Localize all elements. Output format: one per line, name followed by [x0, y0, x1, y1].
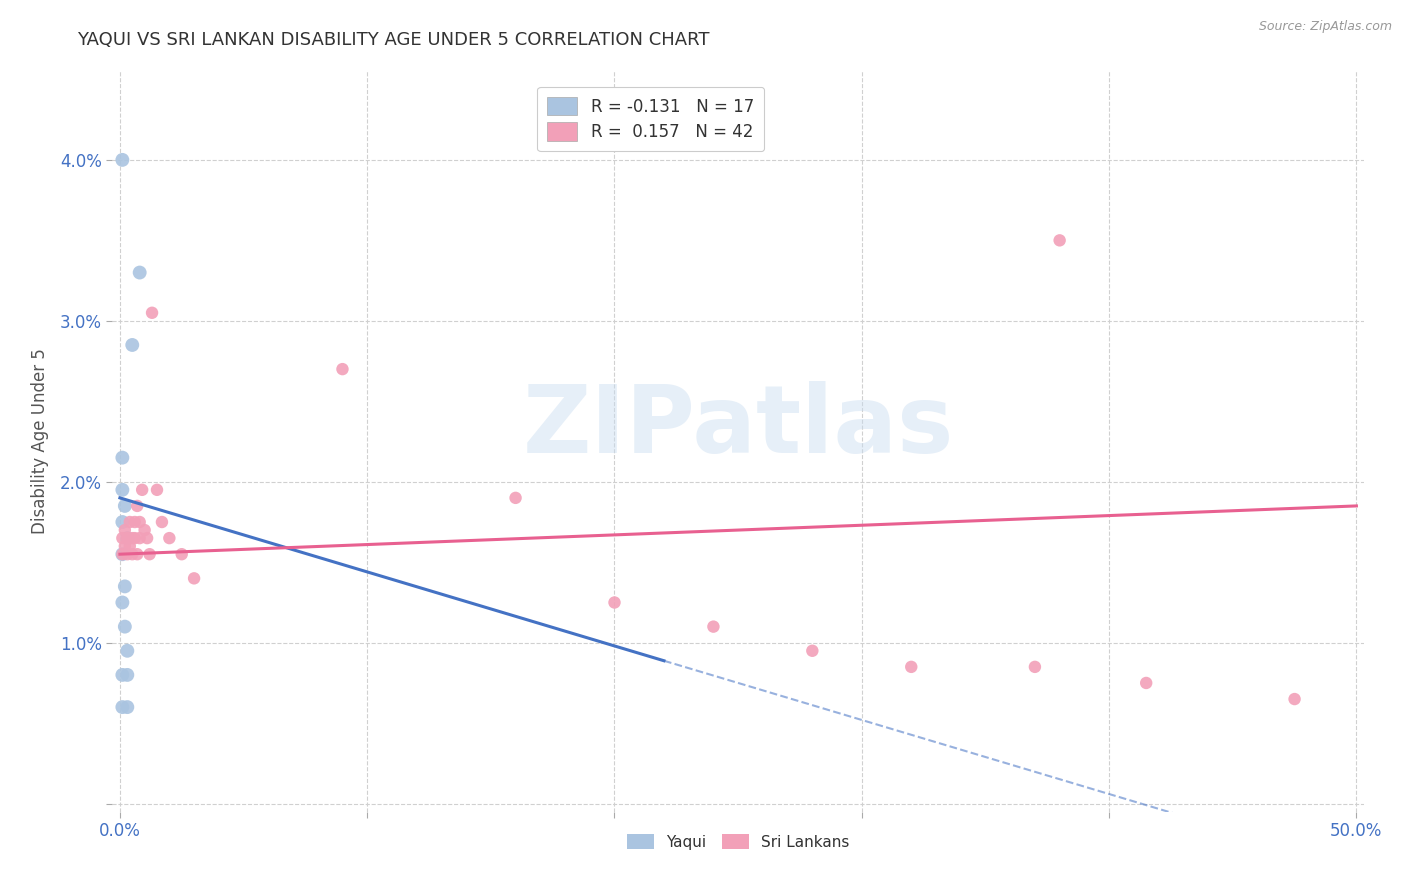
- Point: [1135, 676, 1157, 690]
- Text: YAQUI VS SRI LANKAN DISABILITY AGE UNDER 5 CORRELATION CHART: YAQUI VS SRI LANKAN DISABILITY AGE UNDER…: [77, 31, 710, 49]
- Point: [128, 266, 150, 280]
- Point: [801, 644, 824, 658]
- Point: [114, 579, 136, 593]
- Point: [121, 547, 143, 561]
- Point: [150, 515, 173, 529]
- Point: [138, 547, 160, 561]
- Point: [121, 531, 143, 545]
- Legend: Yaqui, Sri Lankans: Yaqui, Sri Lankans: [620, 828, 856, 856]
- Point: [131, 483, 153, 497]
- Point: [127, 547, 149, 561]
- Point: [114, 539, 136, 553]
- Point: [128, 531, 150, 545]
- Point: [1024, 660, 1046, 674]
- Point: [118, 515, 141, 529]
- Point: [111, 153, 134, 167]
- Point: [117, 644, 139, 658]
- Point: [1284, 692, 1306, 706]
- Point: [111, 595, 134, 609]
- Point: [134, 523, 156, 537]
- Point: [900, 660, 922, 674]
- Point: [121, 338, 143, 352]
- Point: [146, 483, 169, 497]
- Point: [111, 700, 134, 714]
- Point: [111, 483, 134, 497]
- Text: ZIPatlas: ZIPatlas: [523, 381, 953, 473]
- Point: [118, 539, 141, 553]
- Point: [136, 531, 159, 545]
- Point: [111, 668, 134, 682]
- Point: [332, 362, 354, 376]
- Y-axis label: Disability Age Under 5: Disability Age Under 5: [31, 349, 49, 534]
- Point: [117, 547, 139, 561]
- Text: Source: ZipAtlas.com: Source: ZipAtlas.com: [1258, 20, 1392, 33]
- Point: [111, 515, 134, 529]
- Point: [111, 450, 134, 465]
- Point: [170, 547, 193, 561]
- Point: [141, 306, 163, 320]
- Point: [183, 571, 205, 585]
- Point: [114, 499, 136, 513]
- Point: [505, 491, 527, 505]
- Point: [114, 523, 136, 537]
- Point: [702, 619, 724, 633]
- Point: [111, 531, 134, 545]
- Point: [117, 531, 139, 545]
- Point: [124, 531, 146, 545]
- Point: [157, 531, 180, 545]
- Point: [1049, 233, 1071, 247]
- Point: [128, 515, 150, 529]
- Point: [117, 668, 139, 682]
- Point: [127, 499, 149, 513]
- Point: [117, 700, 139, 714]
- Point: [114, 619, 136, 633]
- Point: [124, 515, 146, 529]
- Point: [603, 595, 626, 609]
- Point: [111, 547, 134, 561]
- Point: [111, 547, 134, 561]
- Point: [117, 531, 139, 545]
